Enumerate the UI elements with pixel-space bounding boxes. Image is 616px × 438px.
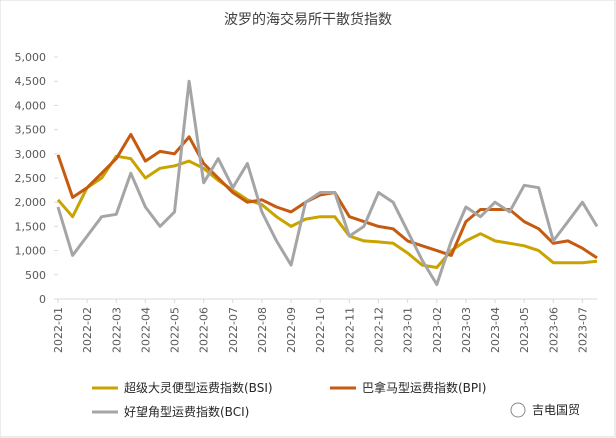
watermark: 吉电国贸	[510, 402, 580, 418]
y-tick-label: 1,000	[15, 245, 47, 258]
x-tick-label: 2023-02	[431, 307, 444, 353]
y-tick-label: 3,500	[15, 124, 47, 137]
y-tick-label: 2,500	[15, 172, 47, 185]
x-tick-label: 2022-07	[227, 307, 240, 353]
x-tick-label: 2022-06	[198, 307, 211, 353]
legend-label: 超级大灵便型运费指数(BSI)	[124, 380, 273, 395]
x-tick-label: 2022-04	[139, 307, 152, 353]
x-tick-label: 2023-03	[460, 307, 473, 353]
x-tick-label: 2022-05	[169, 307, 182, 353]
y-tick-label: 3,000	[15, 148, 47, 161]
series-line	[56, 154, 598, 269]
y-tick-label: 1,500	[15, 220, 47, 233]
series-line	[56, 79, 599, 286]
x-tick-label: 2022-09	[285, 307, 298, 353]
y-tick-label: 0	[39, 293, 46, 306]
x-tick-label: 2022-10	[314, 307, 327, 353]
x-tick-label: 2022-11	[343, 307, 356, 353]
x-tick-label: 2023-06	[547, 307, 560, 353]
x-tick-label: 2022-08	[256, 307, 269, 353]
y-tick-label: 5,000	[15, 51, 47, 64]
x-tick-label: 2022-03	[110, 307, 123, 353]
y-tick-label: 4,500	[15, 75, 47, 88]
x-tick-label: 2022-12	[372, 307, 385, 353]
x-tick-label: 2023-07	[576, 307, 589, 353]
y-tick-label: 2,000	[15, 196, 47, 209]
legend-label: 好望角型运费指数(BCI)	[124, 404, 249, 419]
x-tick-label: 2023-05	[518, 307, 531, 353]
y-tick-label: 500	[25, 269, 46, 282]
watermark-icon	[510, 402, 526, 418]
x-tick-label: 2022-01	[52, 307, 65, 353]
x-tick-label: 2023-01	[402, 307, 415, 353]
watermark-text: 吉电国贸	[532, 403, 580, 417]
y-tick-label: 4,000	[15, 99, 47, 112]
chart-title: 波罗的海交易所干散货指数	[224, 11, 392, 28]
x-tick-label: 2023-04	[489, 307, 502, 353]
legend-label: 巴拿马型运费指数(BPI)	[362, 380, 486, 395]
x-tick-label: 2022-02	[81, 307, 94, 353]
